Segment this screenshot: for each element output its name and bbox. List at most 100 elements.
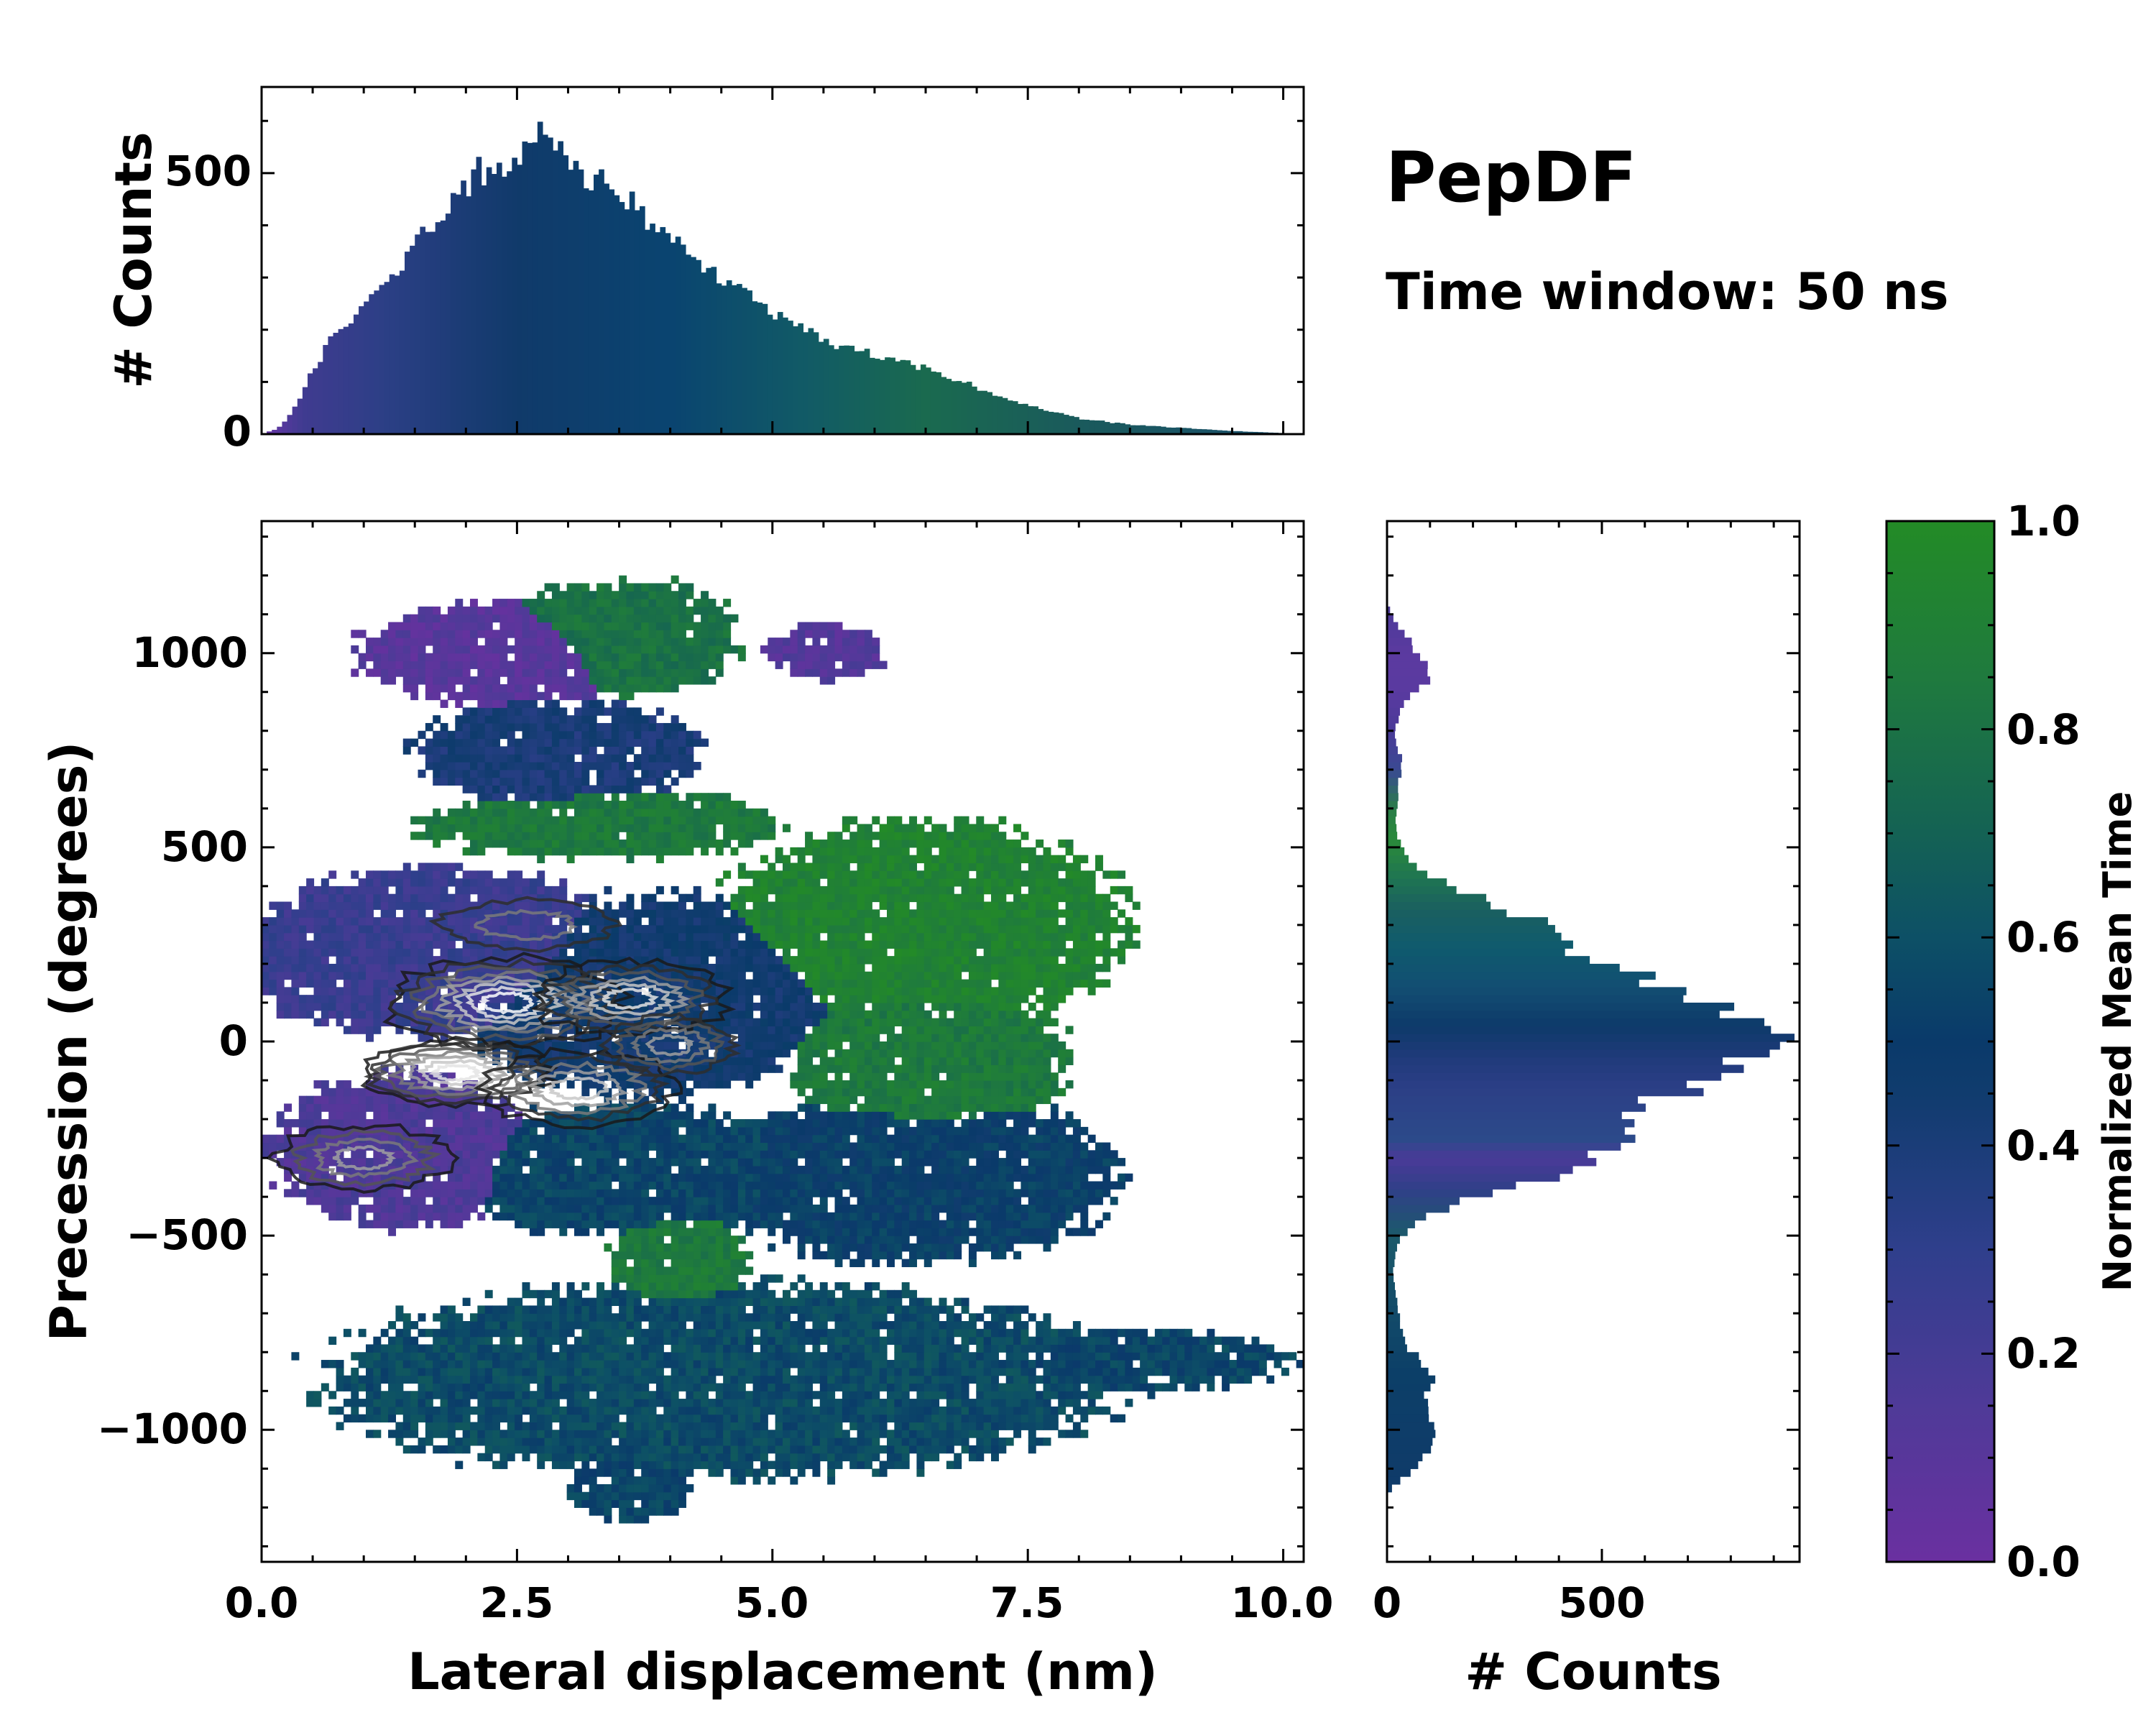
heatmap-cell (566, 1460, 575, 1469)
heatmap-cell (589, 909, 597, 918)
heatmap-cell (276, 956, 285, 965)
heatmap-cell (462, 801, 471, 809)
heatmap-cell (313, 1158, 322, 1167)
heatmap-cell (723, 1445, 732, 1454)
heatmap-cell (708, 599, 717, 607)
heatmap-cell (455, 754, 464, 763)
heatmap-cell (462, 722, 471, 732)
heatmap-cell (574, 1468, 582, 1477)
heatmap-cell (693, 1080, 701, 1089)
heatmap-cell (596, 1360, 605, 1368)
heatmap-cell (633, 1243, 642, 1252)
heatmap-cell (633, 630, 642, 638)
heatmap-cell (581, 1018, 590, 1026)
heatmap-cell (380, 1134, 389, 1144)
heatmap-cell (619, 1297, 627, 1307)
heatmap-cell (604, 1305, 612, 1314)
heatmap-cell (611, 1484, 619, 1493)
heatmap-cell (507, 1173, 515, 1182)
heatmap-cell (291, 924, 300, 934)
heatmap-cell (693, 1391, 701, 1399)
heatmap-cell (589, 645, 597, 654)
heatmap-cell (470, 1126, 478, 1136)
heatmap-cell (648, 1344, 657, 1353)
heatmap-cell (537, 622, 545, 630)
heatmap-cell (447, 901, 456, 910)
heatmap-cell (678, 1095, 686, 1105)
heatmap-cell (648, 801, 657, 809)
heatmap-cell (522, 816, 530, 825)
heatmap-cell (715, 1204, 724, 1213)
heatmap-cell (336, 1103, 344, 1112)
heatmap-cell (655, 1383, 664, 1392)
heatmap-cell (455, 1197, 464, 1205)
heatmap-cell (686, 676, 694, 685)
heatmap-cell (655, 1204, 664, 1213)
heatmap-cell (507, 1352, 515, 1361)
heatmap-cell (447, 878, 456, 887)
top-histogram-bar (660, 226, 666, 434)
heatmap-cell (440, 722, 448, 732)
heatmap-cell (433, 971, 441, 980)
heatmap-cell (522, 1375, 530, 1384)
heatmap-cell (604, 1507, 612, 1516)
heatmap-cell (358, 987, 367, 995)
heatmap-cell (522, 1399, 530, 1407)
heatmap-cell (447, 730, 456, 740)
heatmap-cell (343, 932, 351, 942)
heatmap-cell (708, 824, 717, 832)
heatmap-cell (276, 1142, 285, 1151)
heatmap-cell (596, 1352, 605, 1361)
heatmap-cell (671, 1173, 679, 1182)
heatmap-cell (626, 808, 635, 817)
heatmap-cell (626, 1158, 635, 1167)
heatmap-cell (641, 583, 650, 592)
heatmap-cell (343, 1165, 351, 1174)
heatmap-cell (655, 1453, 664, 1462)
heatmap-cell (447, 824, 456, 832)
heatmap-cell (515, 1189, 523, 1197)
heatmap-cell (589, 591, 597, 599)
heatmap-cell (529, 777, 538, 786)
heatmap-cell (686, 893, 694, 903)
heatmap-cell (358, 924, 367, 934)
heatmap-cell (581, 1445, 590, 1454)
heatmap-cell (655, 1134, 664, 1144)
heatmap-cell (574, 1041, 582, 1050)
heatmap-cell (686, 1430, 694, 1438)
heatmap-cell (529, 1165, 538, 1174)
heatmap-cell (559, 645, 568, 654)
heatmap-cell (708, 1352, 717, 1361)
heatmap-cell (522, 924, 530, 934)
heatmap-cell (410, 901, 419, 910)
heatmap-cell (596, 699, 605, 708)
heatmap-cell (440, 1360, 448, 1368)
heatmap-cell (611, 1111, 619, 1120)
heatmap-cell (515, 1134, 523, 1144)
heatmap-cell (455, 1445, 464, 1454)
heatmap-cell (418, 1197, 426, 1205)
heatmap-cell (313, 1018, 322, 1026)
heatmap-cell (663, 1484, 672, 1493)
heatmap-cell (611, 1383, 619, 1392)
heatmap-cell (581, 1158, 590, 1167)
heatmap-cell (641, 1243, 650, 1252)
heatmap-cell (499, 1126, 508, 1136)
heatmap-cell (366, 956, 374, 965)
heatmap-cell (425, 824, 433, 832)
heatmap-cell (566, 1375, 575, 1384)
heatmap-cell (693, 893, 701, 903)
heatmap-cell (619, 1499, 627, 1508)
top-histogram-bar (1237, 431, 1243, 434)
heatmap-cell (701, 614, 709, 623)
heatmap-cell (663, 1336, 672, 1346)
heatmap-cell (395, 893, 404, 903)
heatmap-cell (388, 638, 397, 646)
heatmap-cell (418, 886, 426, 895)
heatmap-cell (470, 777, 478, 786)
heatmap-cell (708, 1468, 717, 1477)
heatmap-cell (626, 1197, 635, 1205)
heatmap-cell (611, 1499, 619, 1508)
heatmap-cell (596, 599, 605, 607)
heatmap-cell (492, 1445, 501, 1454)
